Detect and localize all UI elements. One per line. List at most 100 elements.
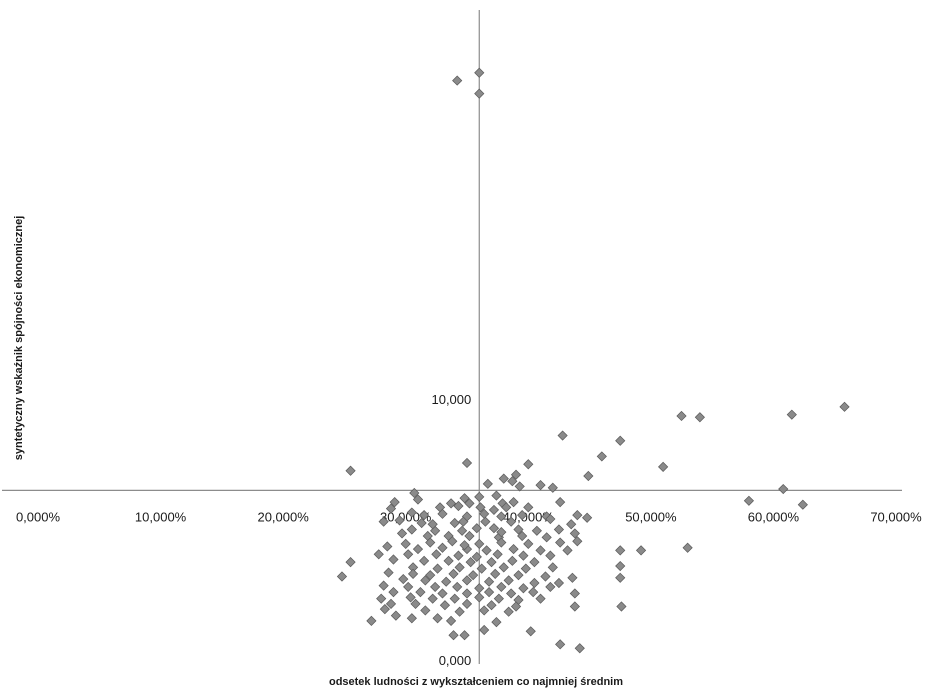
- data-point: [464, 498, 475, 509]
- data-point: [572, 510, 583, 521]
- data-point: [507, 476, 518, 487]
- data-point: [461, 588, 473, 599]
- data-point: [486, 557, 497, 568]
- data-point: [616, 601, 627, 612]
- data-point: [496, 511, 507, 522]
- data-point: [510, 601, 522, 612]
- data-point: [508, 497, 519, 508]
- data-point: [582, 512, 593, 523]
- data-point: [336, 571, 348, 582]
- data-point: [437, 588, 448, 599]
- data-point: [535, 480, 546, 491]
- data-point: [379, 604, 390, 615]
- data-point: [406, 524, 417, 535]
- data-point: [545, 550, 556, 561]
- x-tick-label: 50,000%: [625, 509, 677, 524]
- data-point: [412, 543, 424, 555]
- data-point: [407, 568, 419, 579]
- data-point: [513, 524, 524, 535]
- data-point: [508, 543, 519, 555]
- data-point: [743, 495, 755, 506]
- data-point: [525, 626, 536, 637]
- data-point: [406, 613, 417, 624]
- data-point: [409, 487, 420, 499]
- y-axis-title: syntetyczny wskaźnik spójności ekonomicz…: [13, 216, 25, 461]
- data-point: [490, 568, 501, 579]
- x-tick-label: 70,000%: [870, 509, 922, 524]
- data-point: [496, 581, 507, 593]
- data-points: [336, 67, 850, 654]
- data-point: [427, 593, 438, 604]
- data-point: [545, 513, 556, 525]
- data-point: [615, 560, 626, 572]
- data-point: [528, 587, 539, 598]
- data-point: [491, 490, 502, 501]
- data-point: [518, 550, 529, 561]
- data-point: [385, 598, 397, 609]
- data-point: [658, 461, 669, 472]
- data-point: [482, 478, 493, 489]
- data-point: [376, 593, 387, 604]
- x-tick-label: 10,000%: [135, 509, 187, 524]
- data-point: [420, 575, 431, 586]
- data-point: [523, 502, 534, 513]
- data-point: [389, 497, 400, 508]
- data-point: [535, 593, 546, 604]
- data-point: [410, 598, 421, 609]
- data-point: [345, 465, 356, 476]
- data-point: [520, 563, 531, 574]
- x-tick-label: 20,000%: [257, 509, 309, 524]
- data-point: [547, 562, 558, 573]
- data-point: [481, 545, 492, 556]
- data-point: [432, 613, 443, 624]
- data-point: [447, 536, 458, 547]
- data-point: [479, 508, 490, 519]
- data-point: [547, 482, 558, 493]
- data-point: [682, 542, 693, 553]
- data-point: [416, 517, 427, 529]
- data-point: [412, 494, 424, 505]
- data-point: [406, 507, 417, 518]
- data-point: [513, 570, 524, 581]
- data-point: [452, 581, 463, 593]
- data-point: [574, 643, 585, 654]
- data-point: [503, 606, 514, 617]
- data-point: [518, 583, 529, 594]
- data-point: [415, 587, 426, 598]
- data-point: [483, 576, 495, 587]
- data-point: [439, 600, 451, 611]
- data-point: [449, 593, 460, 604]
- data-point: [430, 581, 441, 593]
- data-point: [432, 563, 443, 574]
- data-point: [480, 516, 491, 527]
- data-point: [441, 576, 452, 587]
- data-point: [583, 470, 594, 482]
- data-point: [553, 577, 565, 589]
- x-tick-label: 0,000%: [16, 509, 61, 524]
- data-point: [797, 499, 808, 510]
- data-point: [425, 570, 436, 581]
- data-point: [474, 592, 485, 603]
- data-point: [562, 545, 573, 556]
- data-point: [555, 537, 566, 548]
- data-point: [453, 550, 464, 561]
- data-point: [378, 516, 389, 527]
- data-point: [454, 606, 465, 617]
- x-tick-label: 60,000%: [748, 509, 800, 524]
- data-point: [437, 508, 448, 519]
- data-point: [596, 451, 607, 462]
- data-point: [382, 541, 393, 552]
- data-point: [567, 572, 578, 583]
- data-point: [443, 555, 454, 566]
- data-point: [514, 481, 525, 492]
- data-point: [615, 572, 626, 583]
- data-point: [493, 593, 504, 604]
- data-point: [459, 630, 470, 641]
- data-point: [635, 545, 647, 556]
- data-point: [566, 519, 577, 530]
- data-point: [541, 532, 552, 543]
- data-point: [483, 587, 495, 598]
- data-point: [474, 491, 485, 502]
- data-point: [615, 545, 626, 556]
- data-point: [569, 528, 580, 539]
